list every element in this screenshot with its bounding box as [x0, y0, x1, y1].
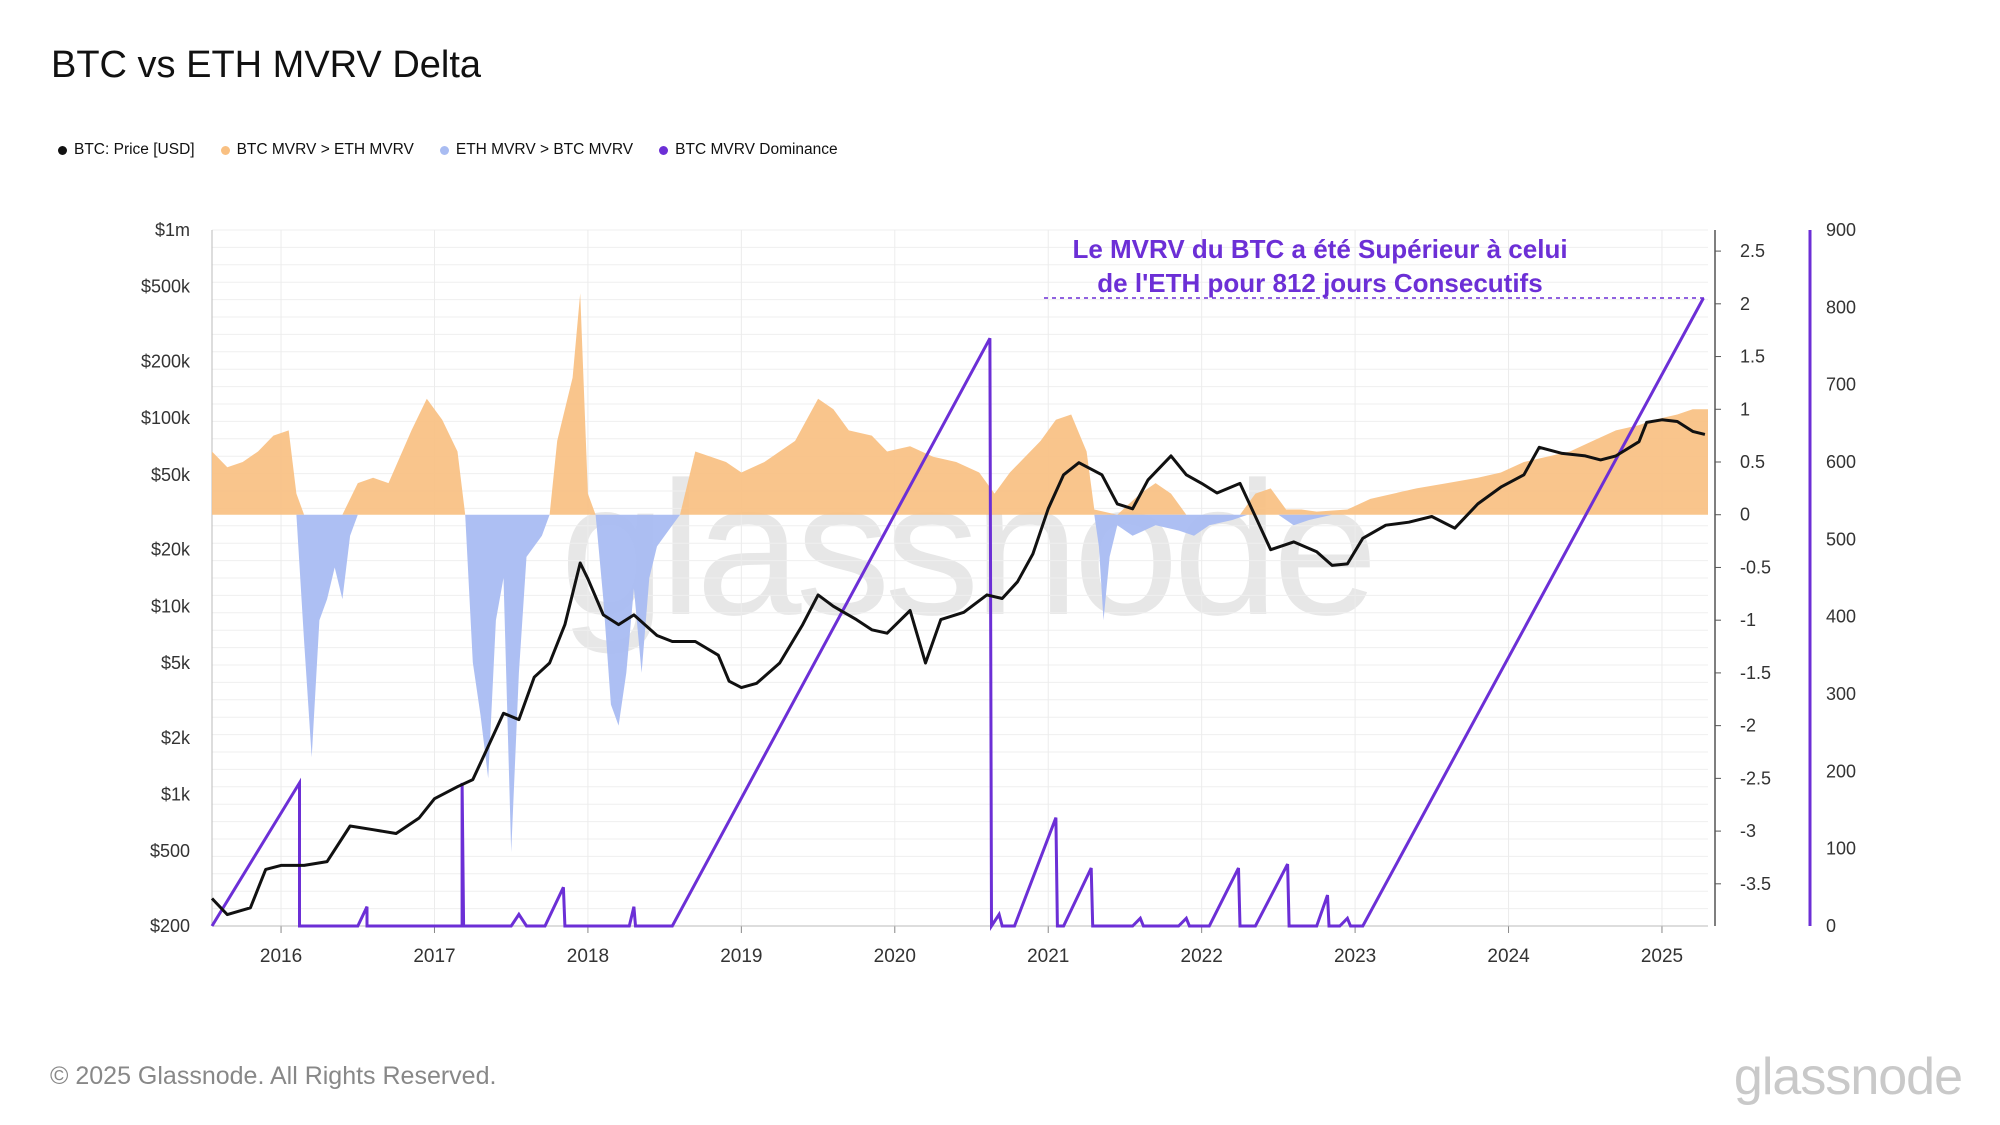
y-right2-tick-label: 500	[1826, 529, 1856, 549]
legend-dot-eth-greater	[439, 145, 449, 155]
x-tick-label: 2025	[1641, 946, 1683, 967]
y-right2-tick-label: 600	[1826, 452, 1856, 472]
y-right1-tick-label: -3.5	[1740, 874, 1771, 894]
y-left-tick-label: $5k	[161, 653, 191, 673]
y-right1-tick-label: -0.5	[1740, 557, 1771, 577]
y-right2-tick-label: 0	[1826, 916, 1836, 936]
legend-label-dominance: BTC MVRV Dominance	[675, 141, 838, 158]
y-left-tick-label: $50k	[151, 465, 191, 485]
legend-label-eth-greater: ETH MVRV > BTC MVRV	[455, 141, 634, 158]
y-right1-tick-label: 1	[1740, 399, 1750, 419]
y-left-tick-label: $200k	[141, 352, 191, 372]
y-left-tick-label: $100k	[141, 408, 191, 428]
series-eth-mvrv-greater-area	[212, 514, 1708, 853]
x-tick-label: 2024	[1487, 946, 1530, 967]
x-tick-label: 2018	[567, 946, 609, 967]
legend-label-btc-greater: BTC MVRV > ETH MVRV	[236, 141, 414, 158]
y-left-tick-label: $500k	[141, 277, 191, 297]
y-right1-tick-label: 1.5	[1740, 347, 1765, 367]
y-right1-tick-label: -2	[1740, 716, 1756, 736]
y-right2-tick-label: 200	[1826, 761, 1856, 781]
legend-dot-price	[58, 145, 67, 155]
y-right2-tick-label: 400	[1826, 607, 1856, 627]
x-tick-label: 2016	[260, 946, 302, 967]
series-btc-mvrv-greater-area	[212, 293, 1708, 515]
y-left-tick-label: $10k	[151, 596, 191, 616]
y-left-tick-label: $200	[150, 916, 190, 936]
y-right1-tick-label: 2.5	[1740, 241, 1765, 261]
chart-title: BTC vs ETH MVRV Delta	[51, 44, 482, 86]
annotation: Le MVRV du BTC a été Supérieur à celui d…	[1010, 232, 1630, 300]
y-left-tick-label: $20k	[151, 540, 191, 560]
y-right1-tick-label: -3	[1740, 821, 1756, 841]
y-right1-tick-label: -1.5	[1740, 663, 1771, 683]
legend-item-eth-greater[interactable]: ETH MVRV > BTC MVRV	[439, 141, 634, 159]
y-left-tick-label: $500	[150, 841, 190, 861]
annotation-line-2: de l'ETH pour 812 jours Consecutifs	[1097, 268, 1543, 298]
legend-item-price[interactable]: BTC: Price [USD]	[58, 141, 195, 159]
x-tick-label: 2022	[1181, 946, 1223, 967]
y-left-tick-label: $2k	[161, 728, 191, 748]
brand-logo: glassnode	[1733, 1048, 1963, 1106]
legend: BTC: Price [USD] BTC MVRV > ETH MVRV ETH…	[58, 141, 838, 159]
series-btc-mvrv-dominance-line	[210, 297, 1705, 932]
y-right2-tick-label: 300	[1826, 684, 1856, 704]
legend-item-btc-greater[interactable]: BTC MVRV > ETH MVRV	[220, 141, 414, 159]
y-right2-tick-label: 100	[1826, 839, 1856, 859]
y-right1-tick-label: 0.5	[1740, 452, 1765, 472]
y-left-tick-label: $1m	[155, 220, 190, 240]
legend-dot-btc-greater	[220, 145, 230, 155]
series-btc-price-line	[210, 418, 1706, 917]
legend-dot-dominance	[659, 145, 669, 155]
x-tick-label: 2021	[1027, 946, 1069, 967]
legend-item-dominance[interactable]: BTC MVRV Dominance	[659, 141, 838, 159]
y-right1-tick-label: 2	[1740, 294, 1750, 314]
y-right1-tick-label: -2.5	[1740, 768, 1771, 788]
y-right1-tick-label: -1	[1740, 610, 1756, 630]
y-right1-tick-label: 0	[1740, 505, 1750, 525]
y-left-tick-label: $1k	[161, 784, 191, 804]
y-right2-tick-label: 900	[1826, 220, 1856, 240]
annotation-line-1: Le MVRV du BTC a été Supérieur à celui	[1072, 234, 1568, 264]
legend-label-price: BTC: Price [USD]	[74, 141, 195, 158]
copyright: © 2025 Glassnode. All Rights Reserved.	[50, 1062, 497, 1090]
x-tick-label: 2023	[1334, 946, 1376, 967]
x-tick-label: 2019	[720, 946, 762, 967]
y-right2-tick-label: 800	[1826, 297, 1856, 317]
x-tick-label: 2020	[874, 946, 916, 967]
y-right2-tick-label: 700	[1826, 375, 1856, 395]
x-tick-label: 2017	[413, 946, 455, 967]
